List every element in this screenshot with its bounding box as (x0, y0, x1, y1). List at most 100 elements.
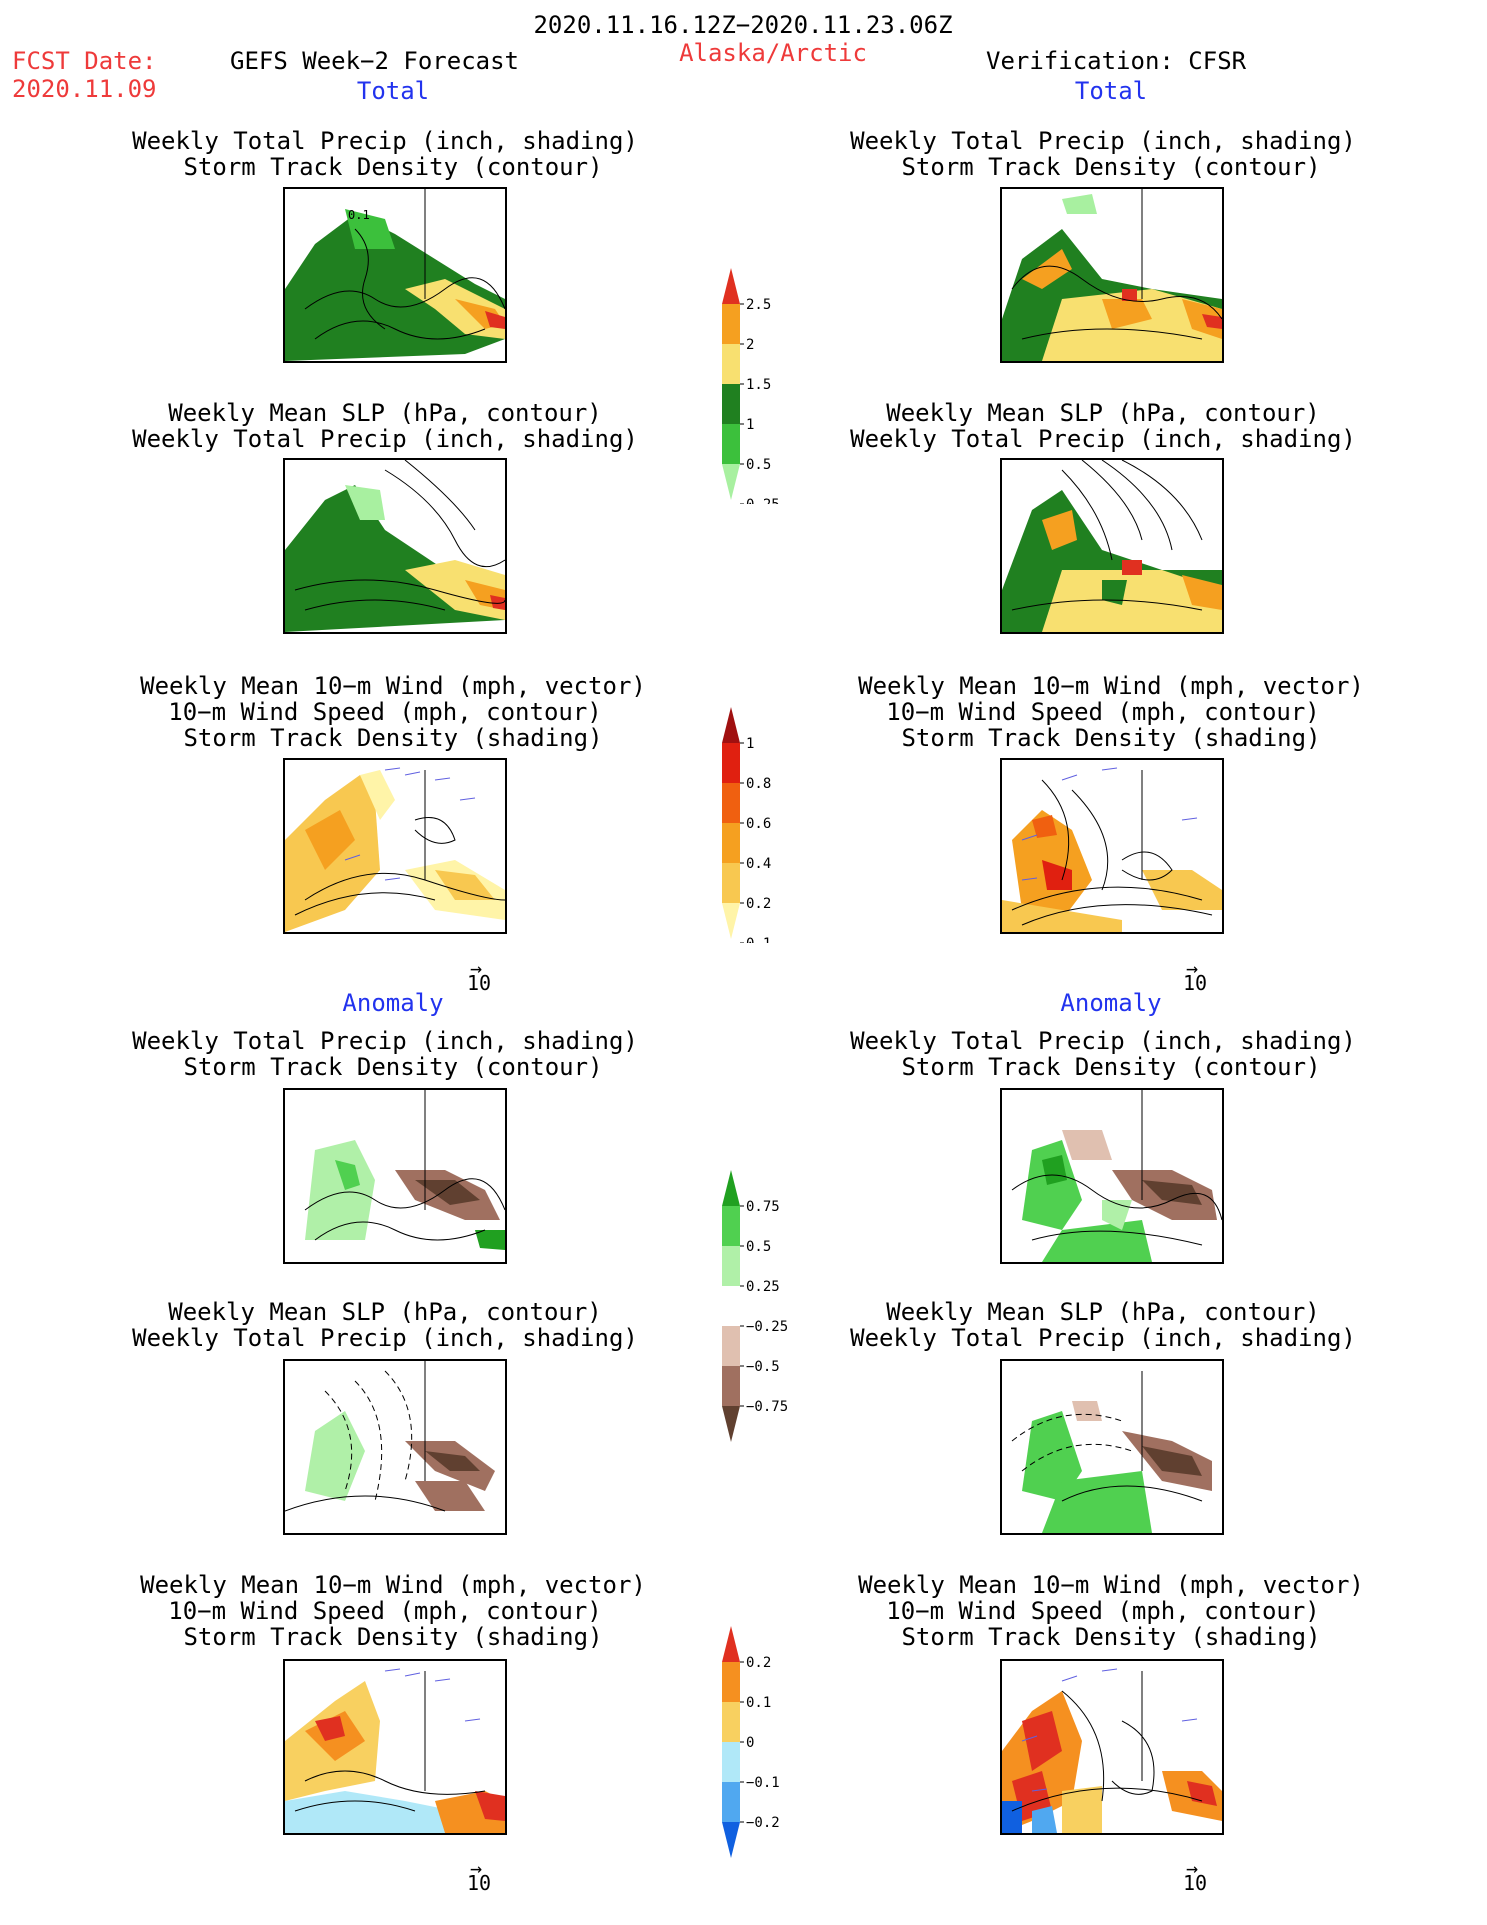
ref-vector-label: 10 (1183, 971, 1208, 995)
title-r4-a: Weekly Total Precip (inch, shading) (850, 1027, 1356, 1055)
colorbar-cap-top (722, 1626, 740, 1662)
title-l6-b: 10−m Wind Speed (mph, contour) (168, 1597, 602, 1625)
title-l4-a: Weekly Total Precip (inch, shading) (132, 1027, 638, 1055)
contour-label: 0.1 (348, 208, 370, 222)
colorbar-label: 1 (746, 417, 754, 433)
map-verif-anom-wind-storm (1000, 1659, 1224, 1835)
colorbar-segment (722, 863, 740, 903)
colorbar-label: −0.25 (746, 1319, 788, 1335)
colorbar-label: 0.6 (746, 816, 771, 832)
colorbar-label: −0.1 (746, 1775, 780, 1791)
ref-arrow-icon: → (1186, 956, 1199, 980)
map-verif-anom-slp-precip (1000, 1359, 1224, 1535)
ref-arrow-icon: → (1186, 1856, 1199, 1880)
title-l2-b: Weekly Total Precip (inch, shading) (132, 425, 638, 453)
title-l4-b: Storm Track Density (contour) (183, 1053, 603, 1081)
map-forecast-anom-wind-storm (283, 1659, 507, 1835)
colorbar-segment (722, 304, 740, 344)
map-forecast-precip-storm: 0.1 (283, 187, 507, 363)
map-verif-precip-storm (1000, 187, 1224, 363)
colorbar-segment (722, 1366, 740, 1406)
colorbar-cap-bottom (722, 1822, 740, 1858)
title-l1-b: Storm Track Density (contour) (183, 153, 603, 181)
colorbar-storm-anomaly: 0.2 0.1 0 −0.1 −0.2 (722, 1626, 842, 1866)
section-anomaly-right: Anomaly (1060, 989, 1162, 1017)
colorbar-label: −0.2 (746, 1815, 780, 1831)
verification-title: Verification: CFSR (986, 47, 1247, 75)
map-forecast-slp-precip (283, 458, 507, 634)
section-total-left: Total (356, 77, 430, 105)
region-title: Alaska/Arctic (679, 39, 867, 67)
colorbar-label: 2.5 (746, 297, 771, 313)
colorbar-label: 1 (746, 736, 754, 752)
ref-vector-label: 10 (1183, 1871, 1208, 1895)
ref-vector-label: 10 (467, 971, 492, 995)
ref-arrow-icon: → (470, 956, 483, 980)
colorbar-segment (722, 783, 740, 823)
period-title: 2020.11.16.12Z−2020.11.23.06Z (533, 11, 953, 39)
colorbar-segment (722, 743, 740, 783)
title-r5-b: Weekly Total Precip (inch, shading) (850, 1324, 1356, 1352)
colorbar-segment (722, 384, 740, 424)
colorbar-cap-bottom (722, 1406, 740, 1442)
colorbar-label: −0.75 (746, 1399, 788, 1415)
colorbar-segment (722, 1702, 740, 1742)
title-r3-c: Storm Track Density (shading) (901, 724, 1321, 752)
colorbar-precip-total: 2.5 2 1.5 1 0.5 0.25 (722, 268, 842, 513)
colorbar-segment (722, 424, 740, 464)
section-total-right: Total (1074, 77, 1148, 105)
colorbar-segment (722, 1326, 740, 1366)
colorbar-cap-bottom (722, 464, 740, 500)
colorbar-label: 2 (746, 337, 754, 353)
title-r6-b: 10−m Wind Speed (mph, contour) (886, 1597, 1320, 1625)
title-l3-c: Storm Track Density (shading) (183, 724, 603, 752)
map-verif-anom-precip-storm (1000, 1088, 1224, 1264)
colorbar-label: 0 (746, 1735, 754, 1751)
colorbar-label: 0.8 (746, 776, 771, 792)
title-l1-a: Weekly Total Precip (inch, shading) (132, 127, 638, 155)
colorbar-label: 0.5 (746, 1239, 771, 1255)
colorbar-segment (722, 1742, 740, 1782)
colorbar-label: 0.5 (746, 457, 771, 473)
colorbar-label: 1.5 (746, 377, 771, 393)
title-r2-b: Weekly Total Precip (inch, shading) (850, 425, 1356, 453)
title-l5-a: Weekly Mean SLP (hPa, contour) (168, 1298, 602, 1326)
colorbar-segment (722, 823, 740, 863)
colorbar-label: 0.75 (746, 1199, 780, 1215)
model-title: GEFS Week−2 Forecast (230, 47, 519, 75)
fcst-date-value: 2020.11.09 (12, 75, 157, 103)
colorbar-graphic: 0.75 0.5 0.25 −0.25 −0.5 −0.75 (722, 1170, 788, 1442)
colorbar-label: 0.2 (746, 896, 771, 912)
colorbar-label: 0.1 (746, 1695, 771, 1711)
colorbar-label: 0.25 (746, 1279, 780, 1295)
title-r1-a: Weekly Total Precip (inch, shading) (850, 127, 1356, 155)
title-r1-b: Storm Track Density (contour) (901, 153, 1321, 181)
title-r4-b: Storm Track Density (contour) (901, 1053, 1321, 1081)
title-r6-a: Weekly Mean 10−m Wind (mph, vector) (858, 1571, 1364, 1599)
colorbar-storm-total: 1 0.8 0.6 0.4 0.2 0.1 (722, 707, 842, 952)
colorbar-segment (722, 1206, 740, 1246)
colorbar-cap-top (722, 707, 740, 743)
title-l3-b: 10−m Wind Speed (mph, contour) (168, 698, 602, 726)
colorbar-segment (722, 1246, 740, 1286)
colorbar-label: 0.1 (746, 936, 771, 943)
colorbar-cap-top (722, 268, 740, 304)
title-r3-a: Weekly Mean 10−m Wind (mph, vector) (858, 672, 1364, 700)
colorbar-label: 0.4 (746, 856, 771, 872)
title-r3-b: 10−m Wind Speed (mph, contour) (886, 698, 1320, 726)
colorbar-graphic: 1 0.8 0.6 0.4 0.2 0.1 (722, 707, 771, 952)
map-forecast-anom-slp-precip (283, 1359, 507, 1535)
ref-arrow-icon: → (470, 1856, 483, 1880)
title-r2-a: Weekly Mean SLP (hPa, contour) (886, 399, 1320, 427)
colorbar-cap-bottom (722, 903, 740, 939)
colorbar-cap-top (722, 1170, 740, 1206)
ref-vector-label: 10 (467, 1871, 492, 1895)
map-forecast-anom-precip-storm (283, 1088, 507, 1264)
map-verif-slp-precip (1000, 458, 1224, 634)
title-r6-c: Storm Track Density (shading) (901, 1623, 1321, 1651)
colorbar-graphic: 0.2 0.1 0 −0.1 −0.2 (722, 1626, 780, 1858)
title-r5-a: Weekly Mean SLP (hPa, contour) (886, 1298, 1320, 1326)
colorbar-segment (722, 1286, 740, 1326)
colorbar-label: 0.2 (746, 1655, 771, 1671)
title-l6-c: Storm Track Density (shading) (183, 1623, 603, 1651)
